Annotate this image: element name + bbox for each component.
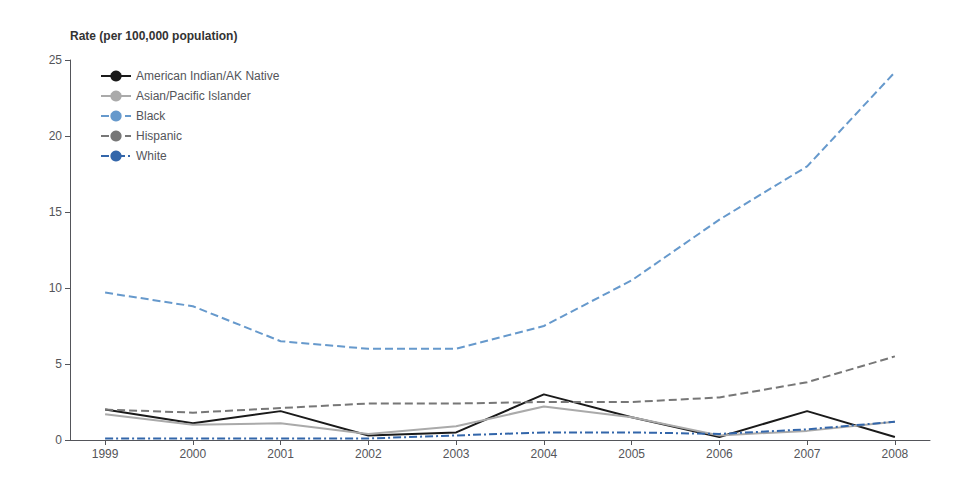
svg-text:2006: 2006 <box>706 447 733 461</box>
svg-text:American Indian/AK Native: American Indian/AK Native <box>136 69 280 83</box>
svg-text:Rate (per 100,000 population): Rate (per 100,000 population) <box>70 29 237 43</box>
svg-text:Hispanic: Hispanic <box>136 129 182 143</box>
svg-text:25: 25 <box>49 53 63 67</box>
svg-text:2001: 2001 <box>267 447 294 461</box>
svg-text:2002: 2002 <box>355 447 382 461</box>
svg-text:2004: 2004 <box>531 447 558 461</box>
svg-text:15: 15 <box>49 205 63 219</box>
svg-text:5: 5 <box>55 357 62 371</box>
svg-text:Asian/Pacific Islander: Asian/Pacific Islander <box>136 89 251 103</box>
svg-text:2007: 2007 <box>794 447 821 461</box>
svg-text:2005: 2005 <box>618 447 645 461</box>
svg-text:10: 10 <box>49 281 63 295</box>
svg-text:2008: 2008 <box>882 447 909 461</box>
svg-text:White: White <box>136 149 167 163</box>
svg-text:0: 0 <box>55 433 62 447</box>
svg-text:Black: Black <box>136 109 166 123</box>
svg-text:2003: 2003 <box>443 447 470 461</box>
svg-text:20: 20 <box>49 129 63 143</box>
svg-text:2000: 2000 <box>180 447 207 461</box>
svg-text:1999: 1999 <box>92 447 119 461</box>
